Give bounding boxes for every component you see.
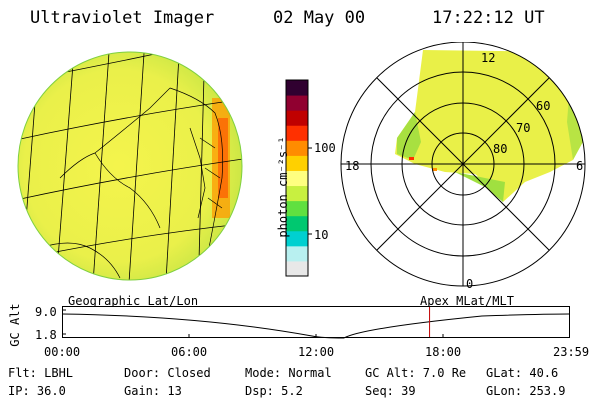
colorbar-tick-100: 100 — [314, 141, 336, 155]
alt-ytick-bottom: 1.8 — [35, 328, 57, 342]
footer-gcalt: GC Alt: 7.0 Re — [365, 366, 467, 380]
colorbar-band — [286, 140, 308, 156]
colorbar-band — [286, 230, 308, 247]
polar-mlat-mlt-plot: 12 18 6 0 60 70 80 — [340, 42, 586, 291]
lat-label-70: 70 — [516, 121, 530, 135]
colorbar-band — [286, 260, 308, 277]
mlt-label-bottom: 0 — [466, 277, 473, 291]
xtick-2359: 23:59 — [553, 345, 590, 359]
time-label: 17:22:12 UT — [432, 8, 545, 28]
colorbar-band — [286, 185, 308, 202]
colorbar-band — [286, 80, 308, 96]
footer-glon: GLon: 253.9 — [486, 384, 566, 398]
footer-mode: Mode: Normal — [245, 366, 332, 380]
geo-panel-label: Geographic Lat/Lon — [68, 294, 199, 308]
xtick-0000: 00:00 — [44, 345, 81, 359]
polar-panel-label: Apex MLat/MLT — [420, 294, 514, 308]
colorbar-band — [286, 215, 308, 232]
footer-door: Door: Closed — [124, 366, 211, 380]
mlt-label-left: 18 — [345, 159, 359, 173]
footer-ip: IP: 36.0 — [8, 384, 66, 398]
alt-ytick-top: 9.0 — [35, 305, 57, 319]
footer-gain: Gain: 13 — [124, 384, 182, 398]
xtick-1800: 18:00 — [425, 345, 462, 359]
xtick-0600: 06:00 — [171, 345, 208, 359]
mlt-label-right: 6 — [576, 159, 583, 173]
altitude-plot — [62, 306, 570, 339]
earth-disk-image — [17, 51, 243, 281]
colorbar-tick-10: 10 — [314, 228, 329, 242]
colorbar-band — [286, 95, 308, 111]
mlt-label-top: 12 — [481, 51, 495, 65]
colorbar-unit-label: photon cm⁻²s⁻¹ — [276, 136, 290, 238]
footer-flt: Flt: LBHL — [8, 366, 74, 380]
footer-dsp: Dsp: 5.2 — [245, 384, 303, 398]
lat-label-80: 80 — [493, 142, 507, 156]
instrument-title: Ultraviolet Imager — [30, 8, 215, 28]
colorbar — [285, 79, 312, 277]
footer-seq: Seq: 39 — [365, 384, 416, 398]
colorbar-band — [286, 110, 308, 126]
colorbar-band — [286, 125, 308, 141]
date-label: 02 May 00 — [273, 8, 366, 28]
alt-plot-ylabel: GC Alt — [8, 303, 22, 347]
footer-glat: GLat: 40.6 — [486, 366, 559, 380]
lat-label-60: 60 — [536, 99, 550, 113]
colorbar-band — [286, 200, 308, 217]
colorbar-band — [286, 170, 308, 187]
colorbar-band — [286, 155, 308, 171]
xtick-1200: 12:00 — [298, 345, 335, 359]
colorbar-band — [286, 245, 308, 262]
